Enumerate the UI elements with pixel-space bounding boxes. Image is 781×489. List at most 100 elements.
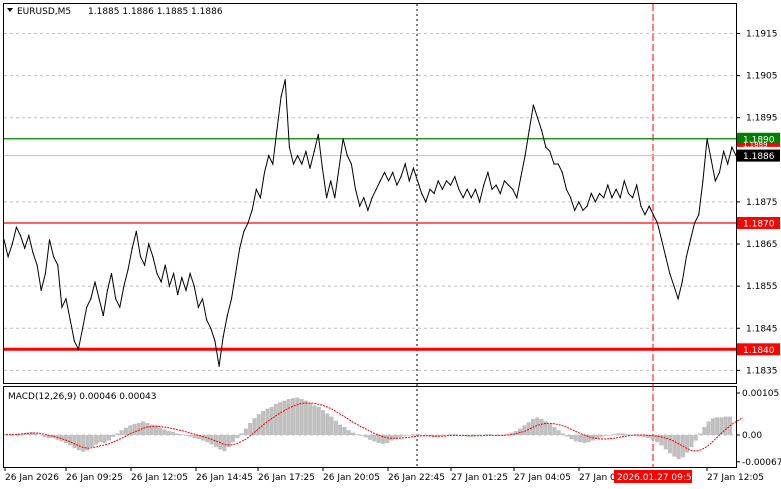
price-point bbox=[375, 188, 377, 190]
price-point bbox=[689, 239, 692, 241]
price-point bbox=[94, 281, 96, 283]
price-point bbox=[483, 184, 485, 186]
price-line bbox=[3, 79, 737, 367]
price-point bbox=[491, 188, 493, 190]
price-point bbox=[222, 336, 224, 338]
macd-bar bbox=[46, 435, 51, 439]
macd-bar bbox=[239, 433, 244, 435]
price-point bbox=[466, 188, 468, 190]
macd-bar bbox=[655, 435, 660, 443]
macd-bar bbox=[273, 403, 278, 435]
price-point bbox=[359, 205, 361, 207]
price-point bbox=[636, 184, 638, 186]
time-axis: 26 Jan 2026 26 Jan 09:25 26 Jan 12:05 26 Ja… bbox=[4, 467, 764, 483]
price-point bbox=[714, 180, 716, 182]
price-point bbox=[263, 171, 266, 173]
price-point bbox=[144, 264, 146, 266]
macd-bar bbox=[256, 414, 261, 435]
macd-bar bbox=[689, 435, 694, 447]
price-point bbox=[197, 306, 199, 308]
macd-bar bbox=[620, 433, 625, 435]
price-point bbox=[735, 155, 737, 157]
price-point bbox=[280, 96, 282, 98]
price-point bbox=[305, 150, 307, 152]
price-point bbox=[627, 192, 630, 195]
price-point bbox=[383, 171, 386, 173]
price-point bbox=[503, 180, 505, 182]
dropdown-triangle-icon[interactable] bbox=[7, 8, 13, 12]
price-point bbox=[148, 243, 150, 245]
macd-bar bbox=[171, 431, 176, 435]
level-label: 1.1870 bbox=[743, 219, 775, 229]
level-badge bbox=[737, 132, 780, 145]
macd-bar bbox=[402, 435, 407, 436]
price-point bbox=[516, 197, 518, 199]
macd-bar bbox=[573, 435, 578, 442]
macd-bar bbox=[106, 435, 111, 441]
macd-bar bbox=[325, 413, 330, 435]
price-point bbox=[731, 146, 733, 148]
macd-bar bbox=[638, 435, 643, 437]
price-point bbox=[73, 340, 75, 342]
price-point bbox=[648, 205, 650, 207]
price-point bbox=[61, 306, 63, 308]
price-point bbox=[321, 167, 323, 169]
price-point bbox=[226, 315, 228, 317]
macd-bar bbox=[291, 398, 296, 435]
macd-bar bbox=[706, 421, 711, 435]
macd-bar bbox=[192, 435, 197, 439]
macd-bar bbox=[359, 435, 364, 436]
macd-bar bbox=[599, 435, 604, 438]
macd-bar bbox=[252, 418, 257, 435]
current-price-label: 1.1886 bbox=[743, 152, 775, 162]
price-point bbox=[590, 192, 592, 195]
price-point bbox=[239, 247, 241, 249]
time-tick-label: 26 Jan 14:45 bbox=[196, 473, 253, 483]
price-point bbox=[549, 150, 551, 152]
macd-bar bbox=[406, 435, 411, 436]
price-point bbox=[115, 298, 117, 300]
price-point bbox=[36, 264, 38, 266]
macd-bar bbox=[145, 423, 150, 435]
price-point bbox=[119, 306, 121, 308]
macd-bar bbox=[59, 435, 64, 442]
price-point bbox=[82, 327, 84, 329]
price-point bbox=[479, 201, 481, 203]
price-point bbox=[582, 209, 584, 211]
price-point bbox=[412, 167, 414, 169]
price-point bbox=[698, 214, 700, 216]
price-point bbox=[665, 256, 667, 258]
macd-bar bbox=[196, 435, 201, 439]
price-point bbox=[487, 171, 489, 173]
macd-bar bbox=[226, 435, 231, 447]
macd-bar bbox=[509, 432, 514, 435]
price-point bbox=[181, 277, 183, 279]
price-point bbox=[350, 163, 352, 165]
price-point bbox=[623, 180, 625, 182]
time-tick-label: 26 Jan 22:45 bbox=[388, 473, 445, 483]
macd-bar bbox=[385, 435, 390, 443]
macd-bar bbox=[526, 422, 531, 435]
price-point bbox=[565, 188, 568, 190]
price-point bbox=[470, 197, 472, 199]
price-point bbox=[512, 188, 514, 190]
macd-bar bbox=[346, 430, 351, 435]
price-point bbox=[152, 256, 154, 258]
price-point bbox=[288, 146, 290, 148]
price-point bbox=[235, 272, 237, 275]
price-point bbox=[185, 289, 187, 291]
macd-bar bbox=[380, 435, 385, 444]
macd-bar bbox=[201, 435, 206, 441]
price-point bbox=[681, 281, 683, 283]
macd-bar bbox=[710, 418, 715, 435]
price-point bbox=[28, 235, 30, 237]
macd-bar bbox=[308, 403, 313, 435]
macd-bar bbox=[98, 435, 103, 443]
macd-bar bbox=[723, 416, 728, 435]
macd-bar bbox=[462, 435, 467, 436]
price-point bbox=[669, 272, 671, 275]
macd-bar bbox=[479, 435, 484, 436]
macd-bar bbox=[351, 432, 356, 435]
price-point bbox=[309, 167, 311, 169]
